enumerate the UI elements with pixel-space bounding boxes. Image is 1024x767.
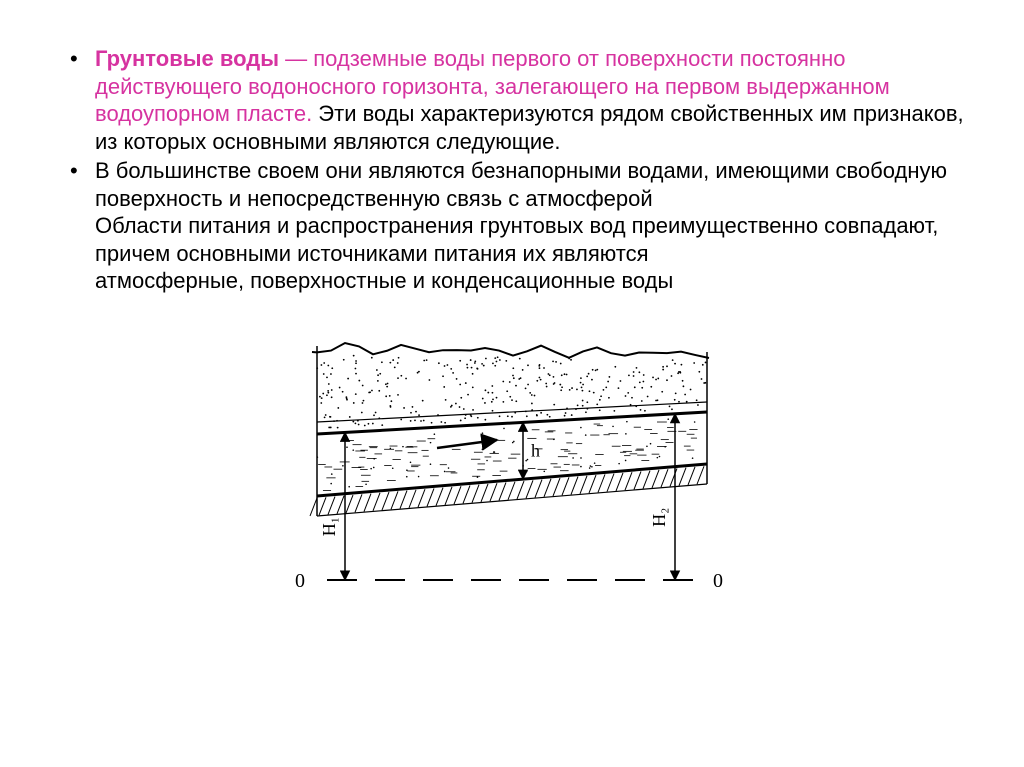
- bullet2-text: В большинстве своем они являются безнапо…: [95, 158, 947, 293]
- term-bold: Грунтовые воды: [95, 46, 279, 71]
- bullet-item-1: Грунтовые воды — подземные воды первого …: [60, 45, 964, 155]
- diagram-container: 0 0 H₁ H₂ h: [60, 330, 964, 610]
- bullet-item-2: В большинстве своем они являются безнапо…: [60, 157, 964, 295]
- term-dash: —: [279, 46, 313, 71]
- bullet-list: Грунтовые воды — подземные воды первого …: [60, 45, 964, 295]
- groundwater-diagram: 0 0 H₁ H₂ h: [277, 330, 747, 610]
- svg-text:0: 0: [713, 570, 723, 592]
- svg-text:h: h: [531, 440, 540, 460]
- slide-content: Грунтовые воды — подземные воды первого …: [0, 0, 1024, 610]
- svg-text:H₂: H₂: [649, 507, 669, 526]
- svg-text:0: 0: [295, 570, 305, 592]
- svg-text:H₁: H₁: [319, 516, 339, 535]
